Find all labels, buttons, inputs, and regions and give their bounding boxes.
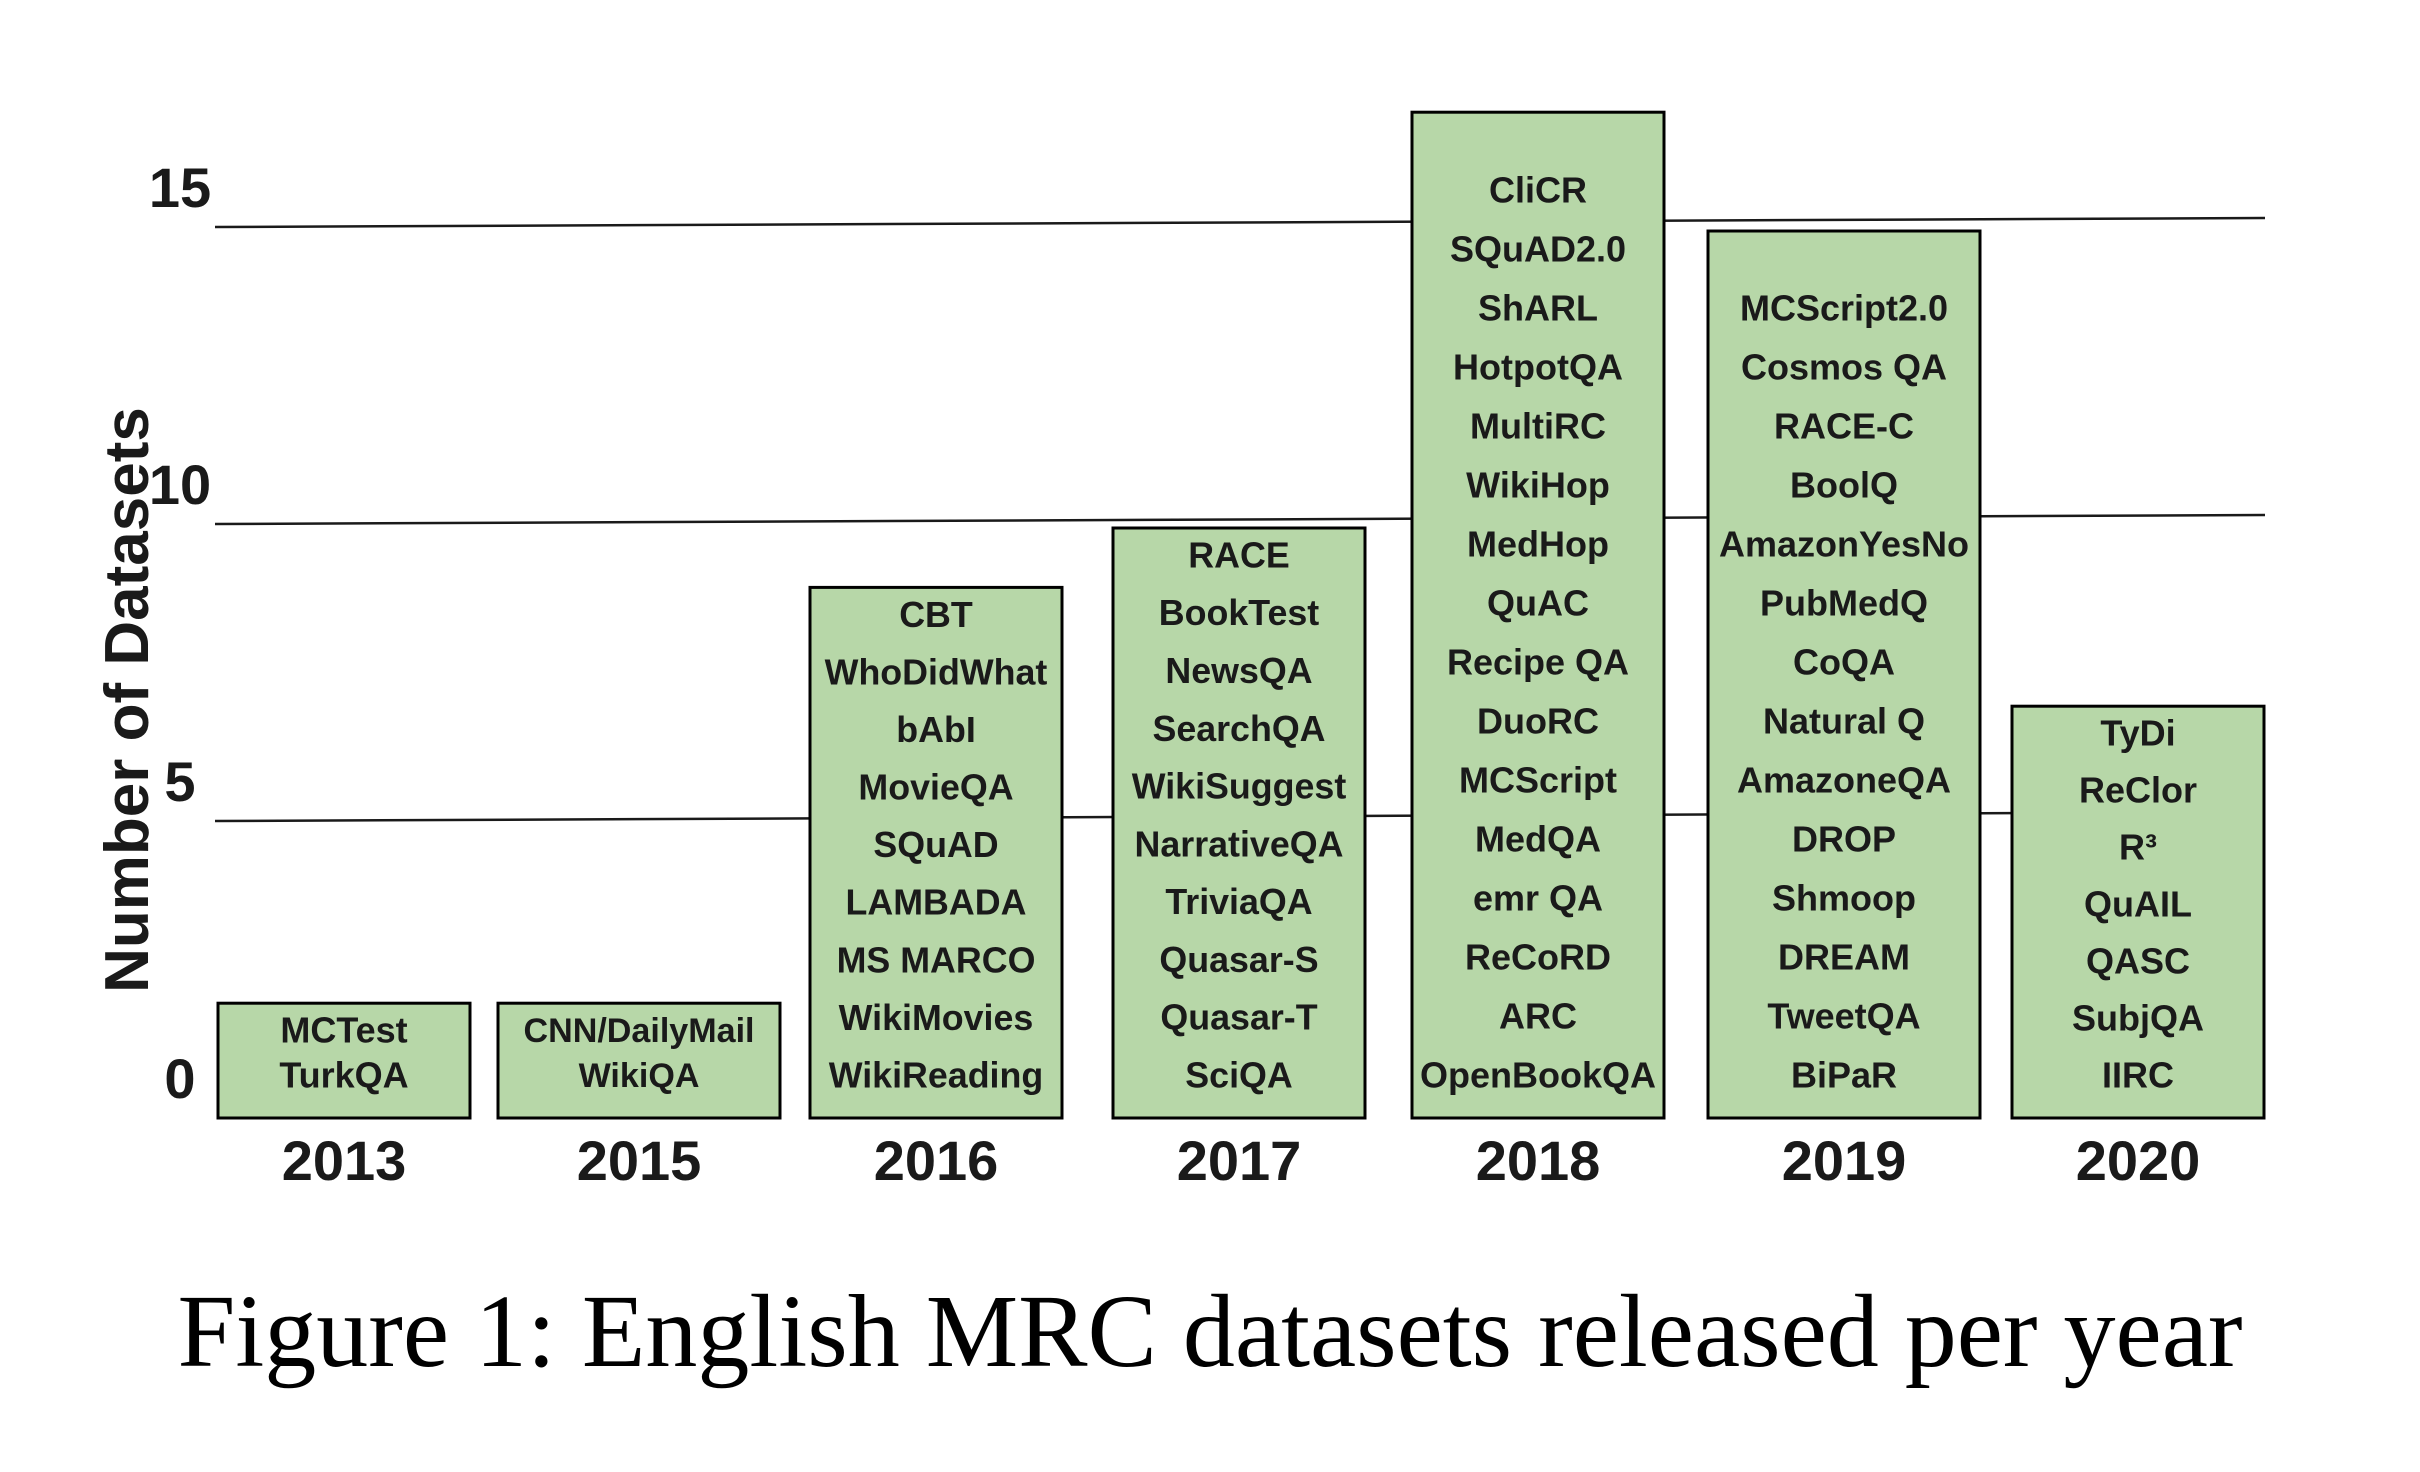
x-tick-label-2015: 2015 — [577, 1129, 702, 1192]
bar-2016 — [808, 585, 1064, 1120]
bar-dataset-label: RACE-C — [1774, 406, 1914, 447]
bar-dataset-label: SearchQA — [1152, 709, 1325, 749]
bar-2019 — [1706, 229, 1982, 1120]
bar-dataset-label: WhoDidWhat — [825, 652, 1048, 692]
bar-dataset-label: ARC — [1499, 996, 1577, 1037]
bar-dataset-label: NarrativeQA — [1135, 824, 1344, 864]
bar-dataset-label: RACE — [1188, 535, 1289, 575]
bar-dataset-label: WikiSuggest — [1132, 767, 1347, 807]
bar-dataset-label: WikiReading — [829, 1055, 1043, 1095]
x-tick-label-2016: 2016 — [874, 1129, 999, 1192]
x-tick-label-2017: 2017 — [1177, 1129, 1302, 1192]
bar-dataset-label: TyDi — [2100, 713, 2175, 754]
x-tick-label-2019: 2019 — [1782, 1129, 1907, 1192]
bar-dataset-label: LAMBADA — [846, 883, 1027, 923]
bar-dataset-label: MedQA — [1475, 819, 1601, 860]
grid-line-15 — [214, 216, 2266, 229]
bar-2018 — [1410, 110, 1666, 1120]
bar-dataset-label: QuAIL — [2084, 884, 2192, 925]
bar-2013 — [216, 1001, 472, 1120]
bar-2020 — [2010, 704, 2266, 1120]
bar-dataset-label: R³ — [2119, 827, 2157, 868]
bar-dataset-label: IIRC — [2102, 1055, 2174, 1096]
bar-dataset-label: AmazoneQA — [1737, 760, 1951, 801]
x-axis-ticks: 2013 2015 2016 2017 2018 2019 2020 — [282, 1129, 2201, 1192]
figure-caption: Figure 1: English MRC datasets released … — [177, 1274, 2243, 1389]
bar-dataset-label: Quasar-S — [1159, 940, 1318, 980]
bar-dataset-label: bAbI — [896, 710, 976, 750]
bar-dataset-label: Quasar-T — [1160, 998, 1317, 1038]
bar-dataset-label: Cosmos QA — [1741, 347, 1947, 388]
bar-dataset-label: MCScript2.0 — [1740, 288, 1948, 329]
bar-dataset-label: DuoRC — [1477, 701, 1599, 742]
bar-dataset-label: SQuAD2.0 — [1450, 229, 1626, 270]
bar-2015 — [496, 1001, 782, 1120]
bar-dataset-label: QASC — [2086, 941, 2190, 982]
bar-dataset-label: ReClor — [2079, 770, 2197, 811]
bar-dataset-label: Natural Q — [1763, 701, 1925, 742]
bar-dataset-label: CoQA — [1793, 642, 1895, 683]
y-tick-label: 15 — [149, 156, 211, 219]
bar-dataset-label: CBT — [899, 595, 973, 635]
bar-dataset-label: MCTest — [280, 1010, 407, 1051]
bar-dataset-label: MedHop — [1467, 524, 1609, 565]
bar-dataset-label: MovieQA — [858, 768, 1013, 808]
bar-dataset-label: CNN/DailyMail — [523, 1012, 754, 1050]
bar-dataset-label: BoolQ — [1790, 465, 1898, 506]
bar-dataset-label: AmazonYesNo — [1719, 524, 1969, 565]
y-tick-label: 10 — [149, 453, 211, 516]
bar-dataset-label: HotpotQA — [1453, 347, 1623, 388]
bar-dataset-label: TriviaQA — [1165, 882, 1312, 922]
bar-dataset-label: MultiRC — [1470, 406, 1606, 447]
bar-dataset-label: MCScript — [1459, 760, 1617, 801]
bar-dataset-label: DREAM — [1778, 937, 1910, 978]
bar-dataset-label: WikiMovies — [839, 998, 1034, 1038]
bars — [216, 110, 2266, 1120]
bar-dataset-label: SubjQA — [2072, 998, 2204, 1039]
bar-dataset-label: SciQA — [1185, 1055, 1292, 1095]
bar-dataset-label: WikiHop — [1466, 465, 1610, 506]
bar-dataset-label: OpenBookQA — [1420, 1055, 1656, 1096]
bar-dataset-label: NewsQA — [1165, 651, 1312, 691]
bar-2017 — [1111, 526, 1367, 1120]
bar-dataset-label: PubMedQ — [1760, 583, 1928, 624]
y-axis-ticks: 0 5 10 15 — [149, 156, 211, 1110]
y-tick-label: 0 — [164, 1047, 195, 1110]
bar-dataset-label: DROP — [1792, 819, 1896, 860]
bar-dataset-label: ReCoRD — [1465, 937, 1611, 978]
bar-dataset-label: Recipe QA — [1447, 642, 1629, 683]
bar-dataset-label: ShARL — [1478, 288, 1598, 329]
bar-dataset-label: QuAC — [1487, 583, 1589, 624]
bar-dataset-label: Shmoop — [1772, 878, 1916, 919]
x-tick-label-2020: 2020 — [2076, 1129, 2201, 1192]
bar-dataset-label: MS MARCO — [837, 940, 1036, 980]
y-axis-label: Number of Datasets — [93, 407, 162, 993]
bar-dataset-label: emr QA — [1473, 878, 1603, 919]
x-tick-label-2018: 2018 — [1476, 1129, 1601, 1192]
bar-dataset-label: WikiQA — [579, 1057, 700, 1095]
bar-dataset-label: BiPaR — [1791, 1055, 1897, 1096]
bar-dataset-label: CliCR — [1489, 170, 1587, 211]
x-tick-label-2013: 2013 — [282, 1129, 407, 1192]
bar-dataset-label: BookTest — [1159, 593, 1320, 633]
y-tick-label: 5 — [164, 750, 195, 813]
bar-dataset-label: TurkQA — [279, 1055, 408, 1096]
bar-dataset-label: TweetQA — [1767, 996, 1920, 1037]
bar-dataset-label: SQuAD — [873, 825, 998, 865]
